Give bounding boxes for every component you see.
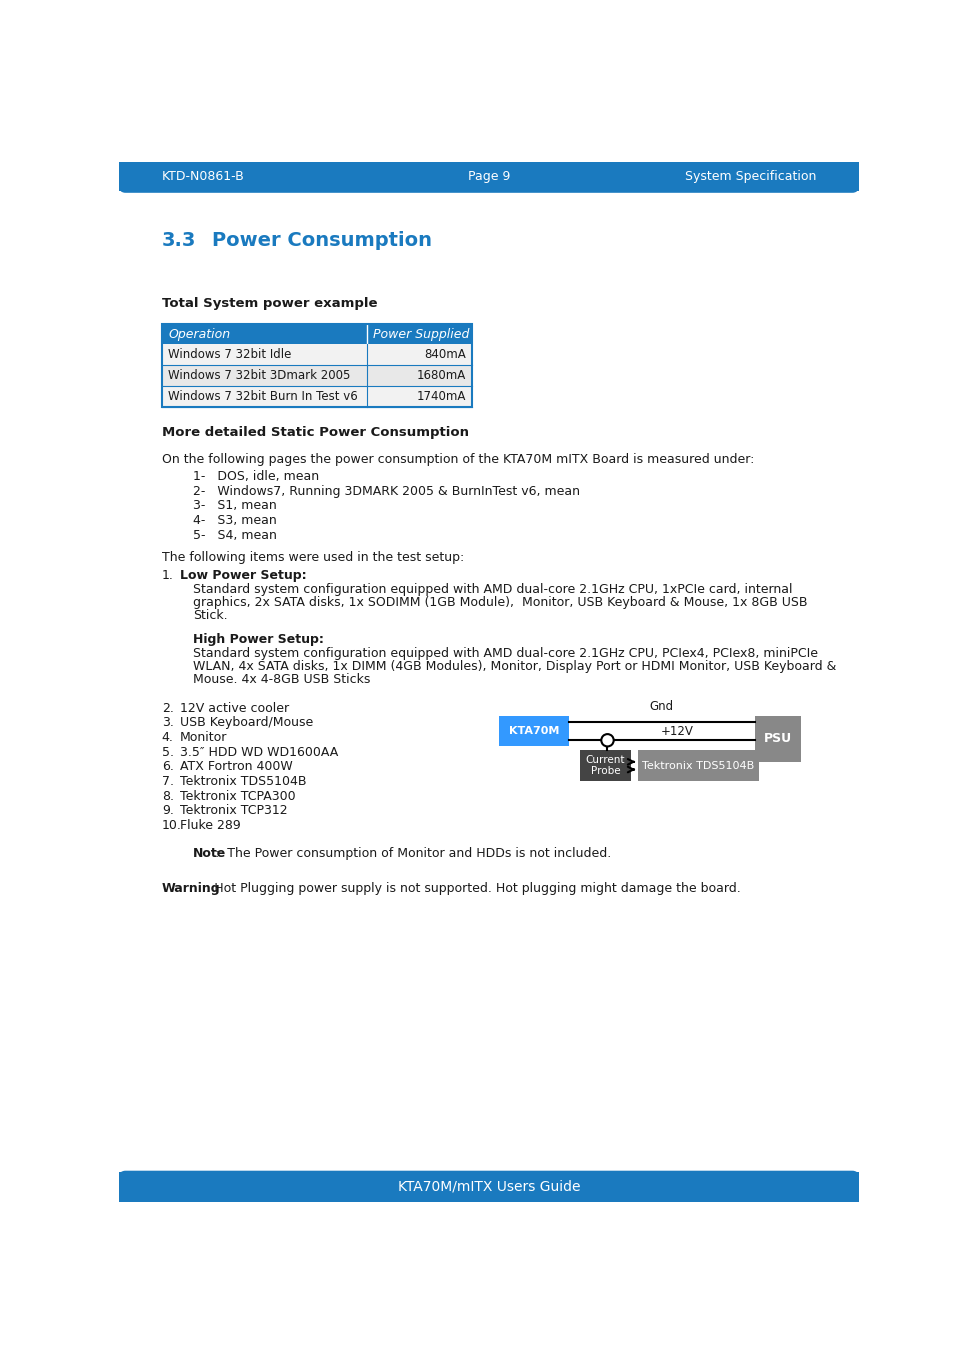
Text: Operation: Operation — [168, 328, 230, 340]
Text: Current
Probe: Current Probe — [585, 755, 624, 776]
Bar — [638, 751, 758, 782]
Text: graphics, 2x SATA disks, 1x SODIMM (1GB Module),  Monitor, USB Keyboard & Mouse,: graphics, 2x SATA disks, 1x SODIMM (1GB … — [193, 597, 806, 609]
Text: More detailed Static Power Consumption: More detailed Static Power Consumption — [162, 427, 468, 439]
Text: 6.: 6. — [162, 760, 173, 774]
Text: Mouse. 4x 4-8GB USB Sticks: Mouse. 4x 4-8GB USB Sticks — [193, 674, 370, 686]
Text: 5.: 5. — [162, 745, 173, 759]
Text: 3.3: 3.3 — [162, 231, 196, 250]
FancyBboxPatch shape — [119, 150, 858, 193]
Text: System Specification: System Specification — [684, 170, 815, 184]
Text: Low Power Setup:: Low Power Setup: — [179, 570, 306, 582]
Bar — [498, 716, 568, 747]
Text: 12V active cooler: 12V active cooler — [179, 702, 289, 714]
Text: Note: Note — [193, 848, 226, 860]
Text: 10.: 10. — [162, 819, 182, 832]
Text: 4-   S3, mean: 4- S3, mean — [193, 514, 276, 526]
Text: 1.: 1. — [162, 570, 173, 582]
Text: Warning: Warning — [162, 882, 220, 895]
Bar — [754, 716, 801, 761]
Text: Tektronix TDS5104B: Tektronix TDS5104B — [179, 775, 306, 788]
Bar — [162, 366, 472, 386]
Bar — [162, 324, 472, 344]
Text: 8.: 8. — [162, 790, 173, 802]
Text: 1-   DOS, idle, mean: 1- DOS, idle, mean — [193, 470, 318, 483]
Text: Tektronix TDS5104B: Tektronix TDS5104B — [641, 760, 754, 771]
Text: KTD-N0861-B: KTD-N0861-B — [162, 170, 244, 184]
Text: Windows 7 32bit Idle: Windows 7 32bit Idle — [168, 348, 292, 362]
Text: Tektronix TCPA300: Tektronix TCPA300 — [179, 790, 295, 802]
Circle shape — [600, 734, 613, 747]
Text: +12V: +12V — [660, 725, 693, 737]
Text: 7.: 7. — [162, 775, 173, 788]
Text: Fluke 289: Fluke 289 — [179, 819, 240, 832]
Text: Gnd: Gnd — [649, 701, 673, 713]
Text: Power Supplied: Power Supplied — [373, 328, 469, 340]
Text: 3.: 3. — [162, 717, 173, 729]
Bar — [162, 386, 472, 406]
Text: 3.5″ HDD WD WD1600AA: 3.5″ HDD WD WD1600AA — [179, 745, 337, 759]
Text: Windows 7 32bit Burn In Test v6: Windows 7 32bit Burn In Test v6 — [168, 390, 357, 402]
Bar — [162, 344, 472, 366]
Text: 5-   S4, mean: 5- S4, mean — [193, 528, 276, 541]
Text: KTA70M: KTA70M — [508, 726, 558, 736]
Text: On the following pages the power consumption of the KTA70M mITX Board is measure: On the following pages the power consump… — [162, 454, 754, 466]
Text: 1740mA: 1740mA — [416, 390, 465, 402]
Text: 3-   S1, mean: 3- S1, mean — [193, 500, 276, 512]
Text: KTA70M/mITX Users Guide: KTA70M/mITX Users Guide — [397, 1180, 579, 1193]
Bar — [119, 162, 858, 192]
FancyBboxPatch shape — [119, 1170, 858, 1212]
Text: Stick.: Stick. — [193, 609, 227, 622]
Text: : Hot Plugging power supply is not supported. Hot plugging might damage the boar: : Hot Plugging power supply is not suppo… — [206, 882, 740, 895]
Bar — [579, 751, 630, 782]
Text: 9.: 9. — [162, 805, 173, 817]
Text: 2-   Windows7, Running 3DMARK 2005 & BurnInTest v6, mean: 2- Windows7, Running 3DMARK 2005 & BurnI… — [193, 485, 579, 498]
Text: Tektronix TCP312: Tektronix TCP312 — [179, 805, 287, 817]
Text: Windows 7 32bit 3Dmark 2005: Windows 7 32bit 3Dmark 2005 — [168, 369, 350, 382]
Text: High Power Setup:: High Power Setup: — [193, 633, 323, 647]
Text: The following items were used in the test setup:: The following items were used in the tes… — [162, 551, 464, 564]
Text: 2.: 2. — [162, 702, 173, 714]
Text: :  The Power consumption of Monitor and HDDs is not included.: : The Power consumption of Monitor and H… — [214, 848, 610, 860]
Text: 1680mA: 1680mA — [416, 369, 465, 382]
Text: 840mA: 840mA — [423, 348, 465, 362]
Text: PSU: PSU — [763, 732, 791, 745]
Text: Standard system configuration equipped with AMD dual-core 2.1GHz CPU, 1xPCIe car: Standard system configuration equipped w… — [193, 583, 792, 597]
Text: 4.: 4. — [162, 732, 173, 744]
Text: Total System power example: Total System power example — [162, 297, 377, 309]
Bar — [119, 1172, 858, 1202]
Text: WLAN, 4x SATA disks, 1x DIMM (4GB Modules), Monitor, Display Port or HDMI Monito: WLAN, 4x SATA disks, 1x DIMM (4GB Module… — [193, 660, 836, 674]
Text: Page 9: Page 9 — [467, 170, 510, 184]
Bar — [162, 324, 472, 406]
Text: Standard system configuration equipped with AMD dual-core 2.1GHz CPU, PCIex4, PC: Standard system configuration equipped w… — [193, 647, 817, 660]
Text: Monitor: Monitor — [179, 732, 227, 744]
Text: ATX Fortron 400W: ATX Fortron 400W — [179, 760, 293, 774]
Text: Power Consumption: Power Consumption — [212, 231, 432, 250]
Text: USB Keyboard/Mouse: USB Keyboard/Mouse — [179, 717, 313, 729]
